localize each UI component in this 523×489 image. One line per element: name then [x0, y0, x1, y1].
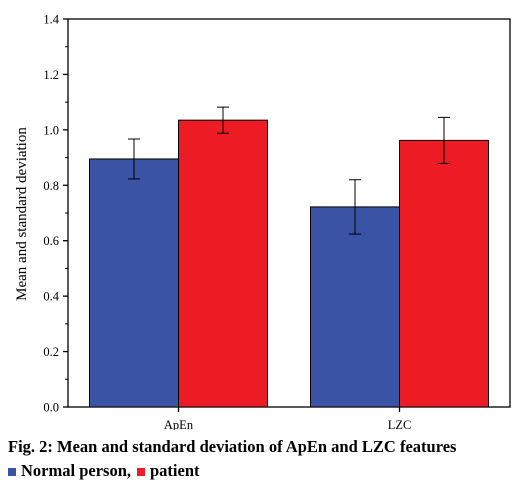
y-tick-label: 0.6: [43, 234, 59, 248]
y-tick-label: 0.2: [43, 345, 59, 359]
x-tick-label: LZC: [388, 418, 412, 430]
y-axis-label: Mean and standard deviation: [14, 127, 30, 301]
legend: Normal person, patient: [8, 461, 200, 481]
bar-patient-apen: [178, 119, 268, 408]
bar-normal-person-lzc: [310, 206, 400, 408]
chart-area: 0.0 0.2 0.4 0.6 0.8 1.0 1.2 1.4 ApEn LZC Mean and…: [14, 13, 511, 432]
legend-label-normal: Normal person,: [21, 461, 131, 480]
bar-patient-lzc: [399, 139, 489, 408]
legend-label-patient: patient: [150, 461, 200, 480]
bars: [89, 119, 489, 408]
axes: 0.0 0.2 0.4 0.6 0.8 1.0 1.2 1.4 ApEn LZC: [43, 13, 511, 432]
y-tick-label: 0.8: [43, 179, 59, 193]
figure-caption: Fig. 2: Mean and standard deviation of A…: [8, 437, 457, 456]
error-bars: [128, 106, 450, 235]
y-tick-label: 0.4: [43, 290, 59, 304]
y-tick-label: 1.2: [43, 68, 59, 82]
legend-swatch-patient: [137, 468, 145, 476]
bar-chart: 0.0 0.2 0.4 0.6 0.8 1.0 1.2 1.4 ApEn LZC Mean and…: [14, 13, 511, 432]
y-tick-label: 0.0: [43, 401, 59, 415]
legend-swatch-normal: [8, 468, 16, 476]
y-tick-label: 1.0: [43, 123, 59, 137]
y-tick-label: 1.4: [43, 13, 59, 27]
x-tick-label: ApEn: [164, 418, 194, 430]
bar-normal-person-apen: [89, 158, 179, 408]
